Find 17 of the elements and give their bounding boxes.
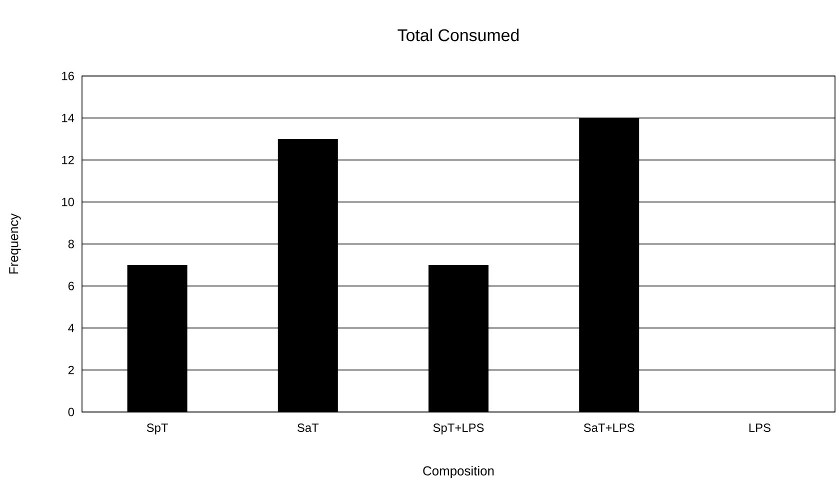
x-axis-title: Composition bbox=[423, 466, 494, 478]
x-tick-label: SaT+LPS bbox=[584, 424, 634, 432]
y-tick-label: 6 bbox=[68, 282, 74, 290]
y-tick-label: 14 bbox=[62, 114, 74, 122]
chart-title: Total Consumed bbox=[398, 28, 519, 42]
y-tick-label: 2 bbox=[68, 366, 74, 374]
y-tick-label: 0 bbox=[68, 408, 74, 416]
y-tick-label: 12 bbox=[62, 156, 74, 164]
y-tick-label: 16 bbox=[62, 72, 74, 80]
y-tick-label: 4 bbox=[68, 324, 74, 332]
x-tick-label: SpT bbox=[146, 424, 168, 434]
x-tick-label: SaT bbox=[297, 424, 319, 432]
y-axis-title: Frequency bbox=[9, 213, 21, 274]
x-tick-label: SpT+LPS bbox=[433, 424, 484, 434]
y-tick-label: 8 bbox=[68, 240, 74, 248]
y-tick-label: 10 bbox=[62, 198, 74, 206]
x-tick-label: LPS bbox=[749, 424, 770, 432]
